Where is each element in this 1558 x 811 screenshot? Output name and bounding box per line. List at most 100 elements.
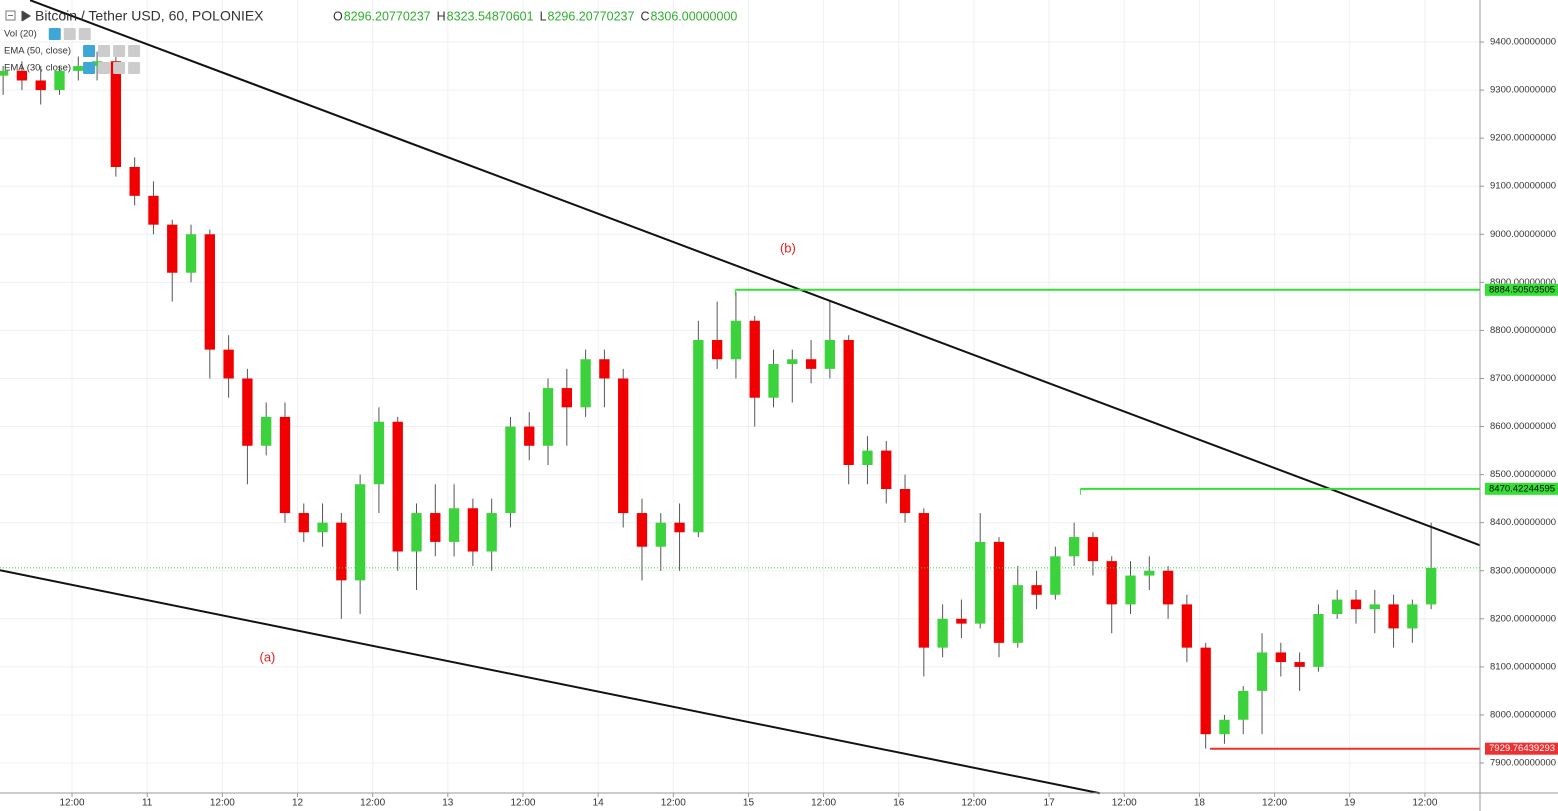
candle-body (1332, 599, 1343, 615)
annotation: (a) (259, 650, 275, 665)
candle-body (1407, 604, 1418, 629)
x-tick-label: 19 (1344, 798, 1356, 809)
indicator-label: Vol (20) (4, 29, 37, 40)
y-tick-label: 9100.00000000 (1490, 181, 1556, 192)
candle-body (392, 421, 403, 552)
x-tick-label: 12:00 (661, 798, 686, 809)
x-tick-label: 12:00 (811, 798, 836, 809)
indicator-button[interactable] (128, 62, 141, 74)
candle-body (261, 416, 272, 446)
indicator-button[interactable] (113, 45, 126, 57)
indicator-button[interactable] (83, 45, 96, 57)
candle-body (1275, 652, 1286, 663)
trend-line (29, 0, 1481, 547)
candle-body (1219, 719, 1230, 735)
chart-title: Bitcoin / Tether USD, 60, POLONIEX (35, 8, 264, 24)
candle-body (749, 320, 760, 398)
y-tick-label: 8000.00000000 (1490, 709, 1556, 720)
candle-body (223, 349, 234, 379)
candle-body (1068, 537, 1080, 557)
y-tick-label: 8500.00000000 (1490, 469, 1556, 480)
indicator-button[interactable] (113, 62, 126, 74)
candle-body (824, 340, 836, 369)
indicator-button[interactable] (98, 45, 111, 57)
x-tick-label: 12:00 (360, 798, 385, 809)
indicator-button[interactable] (98, 62, 111, 74)
indicator-button[interactable] (63, 28, 76, 40)
level-label-box (1485, 742, 1558, 755)
candle-body (1238, 690, 1249, 720)
candle-body (242, 378, 253, 446)
collapse-icon[interactable] (5, 10, 16, 21)
y-tick-label: 8400.00000000 (1490, 517, 1556, 528)
candle-body (956, 618, 967, 624)
candle-body (1313, 614, 1324, 667)
x-tick-label: 12:00 (961, 798, 986, 809)
candle-body (279, 416, 291, 514)
candle-body (1162, 570, 1174, 605)
x-tick-label: 17 (1044, 798, 1056, 809)
x-tick-label: 15 (743, 798, 755, 809)
level-label-box (1485, 283, 1558, 296)
candle-body (862, 450, 873, 465)
candle-body (467, 508, 479, 552)
candle-body (561, 388, 572, 408)
candle-body (899, 489, 911, 514)
candle-body (674, 522, 685, 533)
x-tick-label: 12:00 (1412, 798, 1437, 809)
y-tick-label: 9400.00000000 (1490, 37, 1556, 48)
level-label-box (1485, 482, 1558, 495)
candle-body (54, 70, 65, 91)
indicator-button[interactable] (48, 28, 61, 40)
candle-body (881, 450, 892, 490)
candle-body (1200, 647, 1211, 735)
candle-body (805, 359, 817, 369)
candle-body (35, 80, 46, 91)
y-tick-label: 8200.00000000 (1490, 613, 1556, 624)
header: Bitcoin / Tether USD, 60, POLONIEX O 8296… (4, 8, 737, 74)
x-tick-label: 18 (1194, 798, 1206, 809)
candle-body (1087, 537, 1099, 562)
candle-body (16, 70, 28, 81)
indicator-label: EMA (50, close) (4, 46, 71, 57)
level-label: 8470.42244595 (1489, 483, 1555, 494)
candle-body (655, 522, 666, 547)
candle-body (693, 340, 704, 533)
candle-body (204, 234, 215, 350)
candle-body (1369, 604, 1380, 610)
indicator-button[interactable] (128, 45, 141, 57)
x-tick-label: 12 (292, 798, 304, 809)
ohlc-value: 8306.00000000 (650, 9, 737, 23)
candle-body (336, 522, 347, 581)
candle-body (711, 340, 723, 360)
axes: 7900.00000000 8000.00000000 8100.00000000 8… (60, 37, 1558, 809)
candle-body (373, 421, 385, 485)
candle-body (430, 513, 441, 542)
candle-body (486, 513, 497, 552)
y-tick-label: 8100.00000000 (1490, 661, 1556, 672)
candle-body (730, 320, 742, 360)
candle-body (843, 340, 854, 465)
indicator-label: EMA (30, close) (4, 63, 71, 74)
candle-body (411, 513, 422, 552)
x-tick-label: 12:00 (60, 798, 85, 809)
plot: (a) (b) (0, 0, 1481, 795)
candle-body (317, 522, 328, 533)
y-tick-label: 9000.00000000 (1490, 229, 1556, 240)
ohlc-label: C (640, 9, 649, 23)
y-tick-label: 8300.00000000 (1490, 565, 1556, 576)
indicator-button[interactable] (78, 28, 91, 40)
candle-body (618, 378, 629, 514)
indicator-button[interactable] (83, 62, 96, 74)
x-tick-label: 11 (142, 798, 153, 809)
y-tick-label: 8600.00000000 (1490, 421, 1556, 432)
candle-body (1012, 585, 1023, 643)
candle-body (185, 234, 197, 273)
ohlc-value: 8323.54870601 (447, 9, 534, 23)
level-label: 7929.76439293 (1489, 743, 1555, 754)
ohlc-label: O (333, 9, 343, 23)
grid (0, 0, 1480, 793)
candle-body (1125, 575, 1136, 605)
